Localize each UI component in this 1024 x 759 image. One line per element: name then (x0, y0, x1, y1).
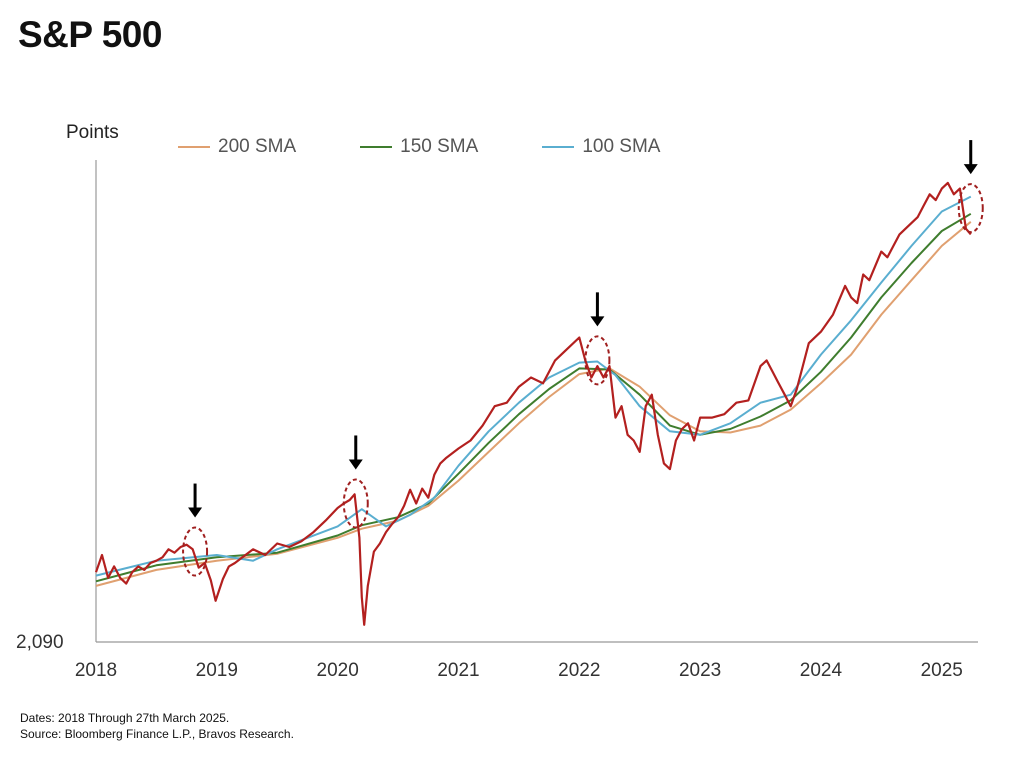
arrow-head-4 (963, 164, 978, 175)
x-tick-label-2019: 2019 (196, 660, 238, 681)
arrow-head-2 (348, 459, 363, 470)
source-note: Source: Bloomberg Finance L.P., Bravos R… (20, 727, 294, 741)
dates-note: Dates: 2018 Through 27th March 2025. (20, 711, 230, 725)
arrow-head-1 (188, 507, 203, 518)
x-tick-label-2022: 2022 (558, 660, 600, 681)
legend-label-200-sma: 200 SMA (218, 136, 297, 157)
series-line-s-p-500 (94, 181, 972, 626)
legend-label-100-sma: 100 SMA (582, 136, 661, 157)
legend-item-100-sma: 100 SMA (542, 136, 660, 158)
series-line-150-sma (95, 212, 972, 583)
x-tick-label-2021: 2021 (437, 660, 479, 681)
legend: 200 SMA 150 SMA 100 SMA (178, 136, 724, 158)
series-layer (94, 181, 972, 626)
x-tick-label-2024: 2024 (800, 660, 843, 681)
tick-layer: 2018 2019 2020 2021 2022 2023 2024 2025 2,090 (16, 632, 963, 681)
legend-swatch-100-sma (542, 146, 575, 148)
annotation-layer (182, 140, 984, 577)
legend-item-150-sma: 150 SMA (360, 136, 478, 158)
legend-item-200-sma: 200 SMA (178, 136, 296, 158)
y-axis-label: Points (66, 122, 119, 143)
x-tick-label-2023: 2023 (679, 660, 721, 681)
legend-swatch-200-sma (178, 146, 210, 148)
y-tick-label-min: 2,090 (16, 632, 64, 653)
footnotes: Dates: 2018 Through 27th March 2025. Sou… (20, 710, 294, 742)
highlight-circle-2 (342, 478, 369, 529)
chart-title: S&P 500 (18, 14, 162, 55)
highlight-circle-4 (957, 183, 984, 234)
chart-plot: 2018 2019 2020 2021 2022 2023 2024 2025 2,090 (16, 140, 984, 681)
legend-swatch-150-sma (360, 146, 393, 148)
series-line-200-sma (95, 221, 972, 587)
x-tick-label-2018: 2018 (75, 660, 117, 681)
arrow-head-3 (590, 316, 605, 327)
x-tick-label-2020: 2020 (317, 660, 359, 681)
x-tick-label-2025: 2025 (921, 660, 963, 681)
highlight-circle-1 (182, 526, 209, 577)
series-line-100-sma (95, 195, 972, 577)
highlight-circle-3 (584, 335, 611, 386)
legend-label-150-sma: 150 SMA (400, 136, 479, 157)
